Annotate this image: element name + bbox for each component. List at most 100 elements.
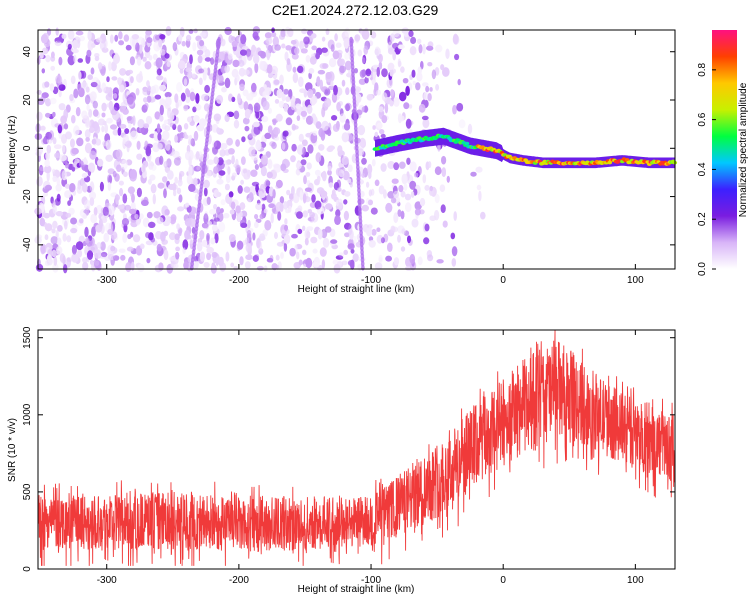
spectrogram-cell [319,79,323,91]
spectrogram-cell [52,137,57,145]
spectrogram-cell [64,190,72,199]
spectrogram-cell [206,159,215,165]
spectrogram-cell [69,183,76,193]
spectrogram-cell [106,76,110,83]
spectrogram-cell [352,235,357,245]
spectrogram-cell [132,115,136,126]
spectrogram-cell [159,49,166,56]
spectrogram-cell [399,91,407,102]
spectrogram-cell [194,255,199,263]
spectrogram-cell [179,132,185,139]
spectrogram-cell [381,68,388,78]
spectrogram-cell [335,167,342,176]
spectrogram-cell [119,68,127,76]
spectrogram-cell [177,124,182,133]
spectrogram-cell [333,85,338,96]
spectrogram-cell [362,29,370,40]
spectrogram-cell [241,156,246,166]
spectrogram-cell [209,208,217,215]
spectrogram-cell [129,231,134,238]
spectrogram-cell [175,101,179,109]
spectrogram-cell [231,175,236,181]
spectrogram-cell [242,117,250,125]
spectrogram-cell [107,228,114,235]
spectrogram-cell [331,115,338,121]
spectrogram-cell [159,84,167,92]
spectrogram-cell [317,228,323,240]
spectrogram-cell [384,103,389,114]
spectrogram-cell [387,191,395,199]
spectrogram-cell [173,157,181,166]
spectrogram-cell [148,55,153,61]
spectrogram-cell [229,209,235,215]
spectrogram-cell [65,162,70,169]
spectrogram-cell [70,138,75,148]
spectrogram-cell [391,178,399,184]
spectrogram-cell [272,36,279,47]
spectrogram-cell [122,233,128,244]
spectrogram-cell [64,220,68,230]
spectrogram-cell [335,255,344,260]
spectrogram-cell [414,172,419,178]
spectrogram-cell [261,115,269,123]
spectrogram-cell [198,77,203,86]
spectrogram-cell [424,184,430,191]
spectrogram-cell [86,104,90,111]
spectrogram-cell [331,192,337,200]
spectrogram-cell [97,62,103,70]
spectrogram-cell [45,112,51,118]
spectrogram-cell [274,231,278,240]
spectrogram-cell [89,119,95,130]
spectrogram-cell [286,189,291,196]
spectrogram-cell [283,234,291,244]
spectrogram-cell [119,84,125,93]
spectrogram-cell [221,86,227,93]
spectrogram-cell [194,260,199,269]
spectrogram-cell [268,203,275,208]
spectrogram-cell [199,230,205,240]
spectrogram-cell [105,154,113,162]
spectrogram-cell [311,45,318,51]
signal-track [372,127,678,169]
spectrogram-cell [405,85,410,96]
spectrogram-cell [174,233,180,241]
spectrogram-cell [150,183,157,194]
spectrogram-cell [108,100,113,111]
spectrogram-cell [255,184,259,193]
spectrogram-cell [103,232,110,243]
spectrogram-cell [358,78,366,85]
spectrogram-cell [319,247,327,257]
spectrogram-cell [51,249,57,258]
y-tick-label: 1000 [22,403,33,426]
spectrogram-cell [52,204,57,215]
figure-title: C2E1.2024.272.12.03.G29 [271,2,439,18]
spectrogram-cell [283,88,289,95]
spectrogram-cell [172,150,180,158]
spectrogram-cell [135,88,140,96]
spectrogram-cell [241,136,246,143]
spectrogram-cell [406,157,411,165]
spectrogram-cell [146,37,153,44]
spectrogram-cell [220,38,226,47]
spectrogram-cell [276,241,284,247]
spectrogram-cell [71,253,79,263]
spectrogram-cell [327,165,332,172]
spectrogram-cell [339,58,345,66]
spectrogram-cell [347,243,355,250]
spectrogram-cell [295,168,301,176]
spectrogram-cell [397,234,401,243]
spectrogram-cell [336,120,340,130]
colorbar-label: Normalized spectral amplitude [738,82,749,217]
spectrogram-cell [81,164,89,171]
spectrogram-cell [124,204,132,211]
spectrogram-cell [366,181,370,188]
spectrogram-cell [63,123,69,130]
spectrogram-cell [139,213,144,220]
spectrogram-cell [118,123,127,129]
spectrogram-cell [199,40,205,47]
spectrogram-cell [400,190,406,198]
spectrogram-cell [300,159,307,166]
spectrogram-cell [245,237,250,245]
spectrogram-cell [61,170,67,181]
